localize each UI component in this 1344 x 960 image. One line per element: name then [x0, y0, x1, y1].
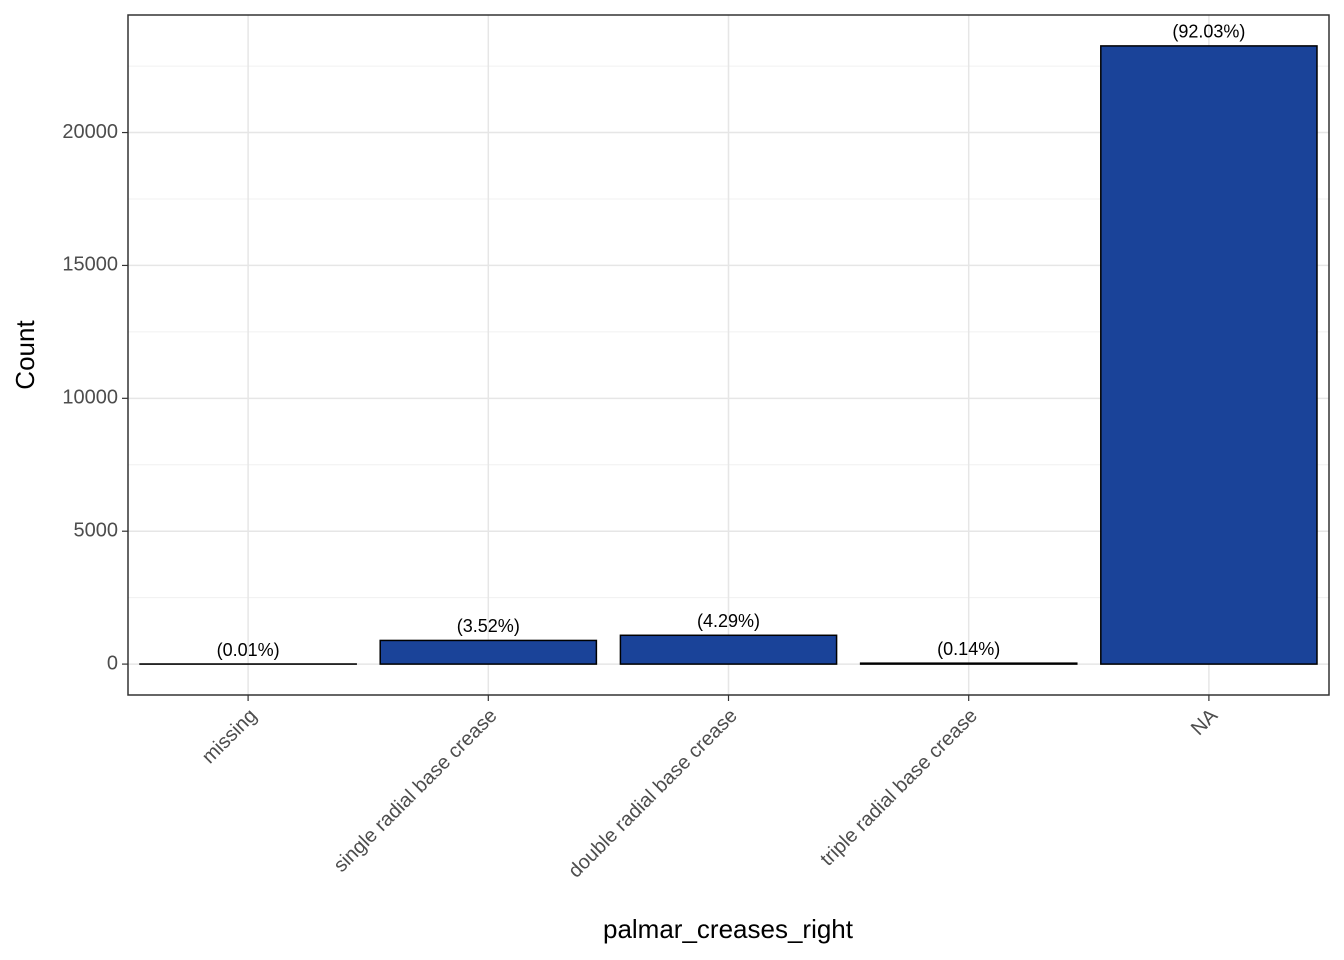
x-tick-label: triple radial base crease — [816, 705, 982, 871]
bar-label: (0.14%) — [937, 639, 1000, 659]
plot-border — [127, 14, 1330, 696]
x-tick-label: double radial base crease — [564, 705, 742, 883]
x-tick-label: missing — [198, 705, 261, 768]
x-axis-label: palmar_creases_right — [603, 914, 854, 944]
y-tick-label: 0 — [107, 652, 118, 674]
bar — [379, 639, 598, 665]
bar — [1100, 45, 1318, 665]
bar — [619, 634, 838, 665]
y-tick-label: 20000 — [62, 121, 118, 143]
y-axis-label: Count — [10, 320, 40, 390]
bar-label: (4.29%) — [697, 611, 760, 631]
bar — [859, 662, 1078, 665]
bar-label: (3.52%) — [457, 616, 520, 636]
bar-label: (0.01%) — [217, 640, 280, 660]
y-tick-label: 15000 — [62, 254, 118, 276]
y-tick-label: 10000 — [62, 387, 118, 409]
x-tick-label: NA — [1187, 704, 1223, 740]
bar-label: (92.03%) — [1172, 22, 1245, 42]
y-tick-label: 5000 — [74, 519, 119, 541]
x-tick-label: single radial base crease — [330, 705, 502, 877]
